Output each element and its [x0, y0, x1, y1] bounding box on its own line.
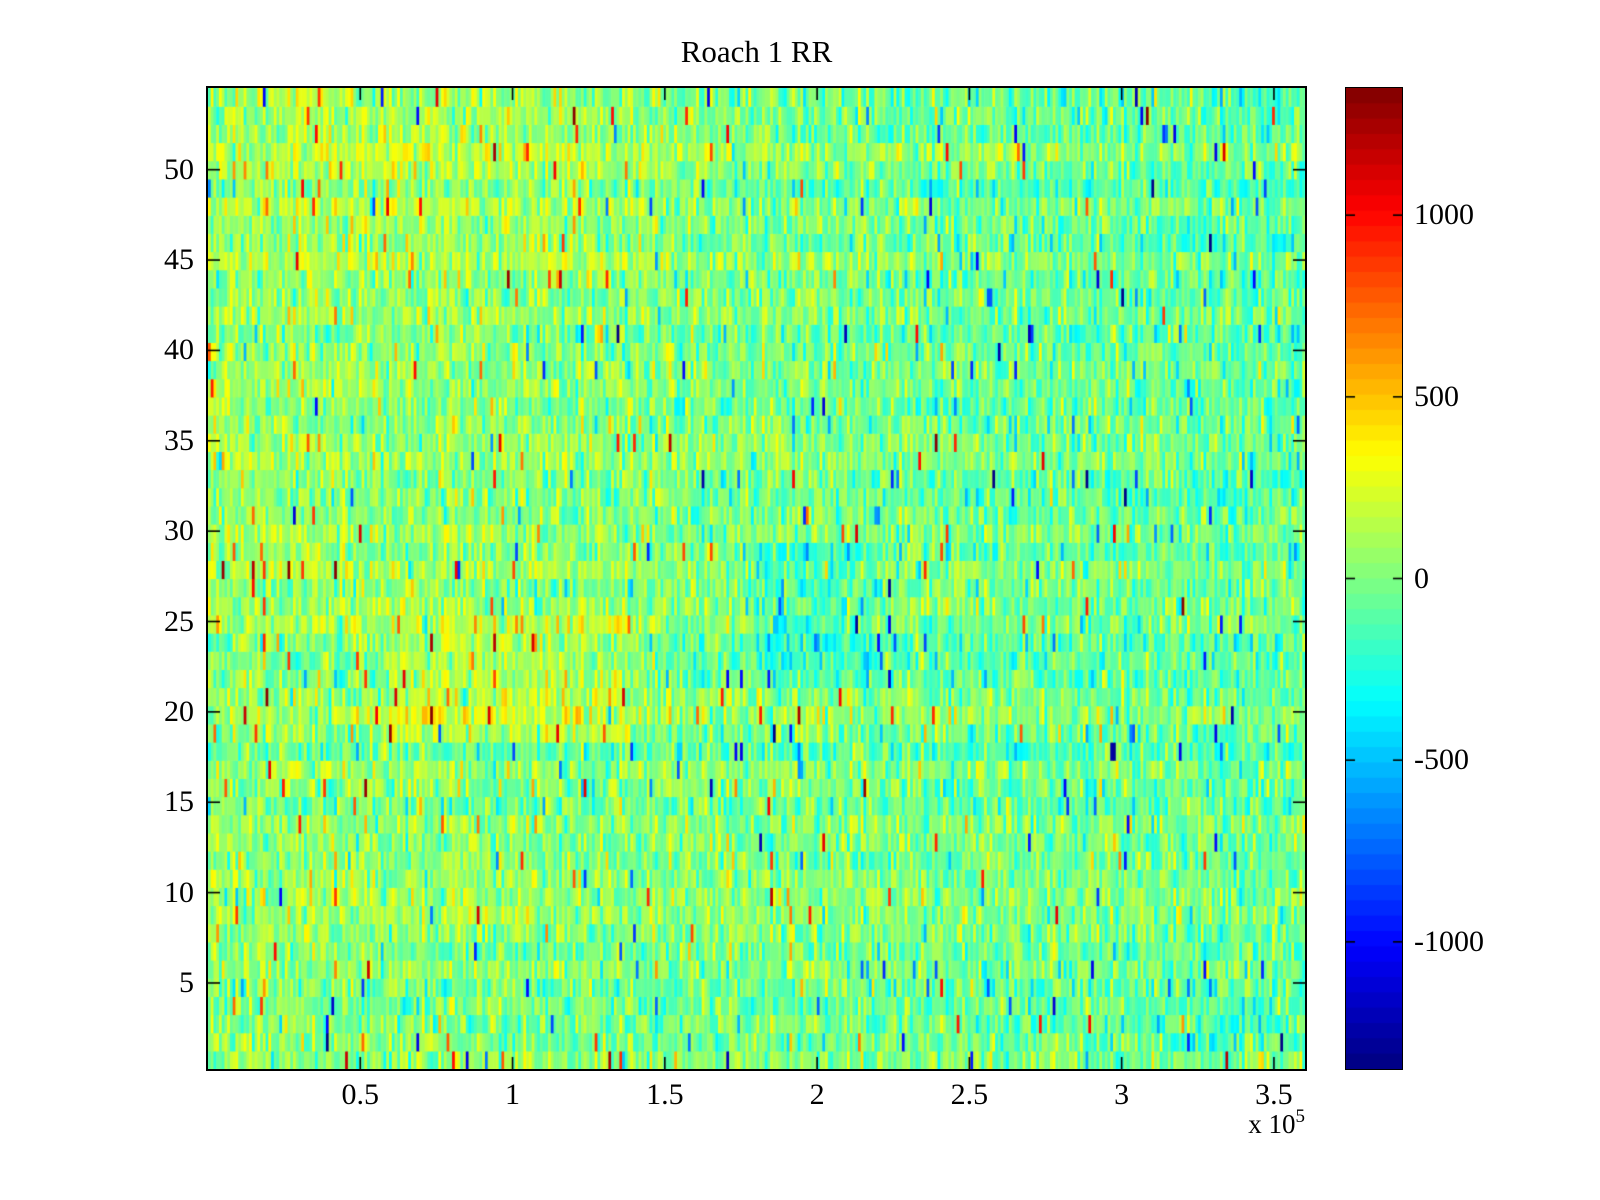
colorbar-box	[1345, 87, 1403, 1070]
x-axis-multiplier-exponent: 5	[1295, 1106, 1306, 1127]
y-tick-label-20: 20	[164, 694, 194, 728]
x-tick-label-0.5: 0.5	[341, 1078, 380, 1111]
colorbar-tick-label-500: 500	[1414, 379, 1459, 413]
colorbar-tick-label--1000: -1000	[1414, 924, 1484, 958]
x-tick-label-2: 2	[809, 1078, 825, 1111]
heatmap-canvas	[208, 88, 1305, 1069]
colorbar-tick-label-0: 0	[1414, 561, 1429, 595]
y-tick-label-50: 50	[164, 152, 194, 186]
y-tick-label-40: 40	[164, 333, 194, 367]
y-tick-label-25: 25	[164, 604, 194, 638]
y-tick-label-5: 5	[179, 965, 194, 999]
x-tick-label-2.5: 2.5	[950, 1078, 989, 1111]
y-tick-label-35: 35	[164, 423, 194, 457]
y-tick-label-30: 30	[164, 514, 194, 548]
x-axis-multiplier-base: x 10	[1248, 1109, 1296, 1139]
plot-axes-box	[206, 86, 1307, 1071]
x-tick-label-1.5: 1.5	[646, 1078, 684, 1111]
y-tick-label-45: 45	[164, 243, 194, 277]
x-tick-label-1: 1	[505, 1078, 521, 1111]
plot-title: Roach 1 RR	[680, 34, 833, 69]
x-tick-label-3.5: 3.5	[1255, 1078, 1293, 1111]
colorbar-tick-label-1000: 1000	[1414, 198, 1474, 232]
y-tick-label-10: 10	[164, 875, 194, 909]
y-tick-label-15: 15	[164, 785, 194, 819]
colorbar-canvas	[1346, 88, 1402, 1069]
x-tick-label-3: 3	[1114, 1078, 1130, 1111]
colorbar-tick-label--500: -500	[1414, 743, 1469, 777]
x-axis-multiplier: x 105	[1105, 1106, 1305, 1140]
